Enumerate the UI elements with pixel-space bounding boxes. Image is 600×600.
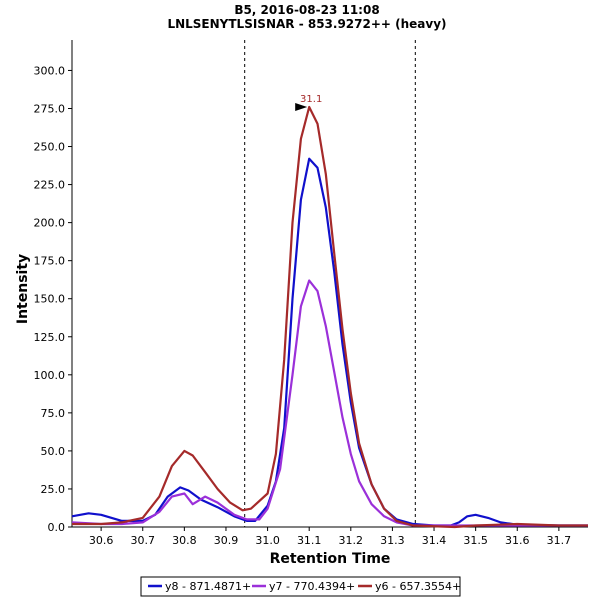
y-tick-label: 200.0 bbox=[34, 217, 66, 230]
series-line bbox=[72, 105, 588, 529]
x-tick-label: 31.1 bbox=[297, 534, 322, 547]
series-line bbox=[71, 279, 588, 527]
legend: y8 - 871.4871+ y7 - 770.4394+ y6 - 657.355… bbox=[140, 576, 461, 597]
x-tick-label: 31.4 bbox=[422, 534, 447, 547]
x-tick-label: 31.7 bbox=[547, 534, 572, 547]
peak-marker-arrow bbox=[295, 102, 308, 111]
y-tick-label: 300.0 bbox=[34, 64, 66, 77]
y-axis-title: Intensity bbox=[15, 254, 31, 324]
y-tick-label: 250.0 bbox=[34, 141, 66, 154]
y-tick-label: 275.0 bbox=[34, 102, 66, 115]
peak-annotation-label: 31.1 bbox=[300, 94, 322, 105]
y-tick-label: 100.0 bbox=[34, 369, 66, 382]
plot-area bbox=[71, 40, 588, 528]
x-tick-label: 30.9 bbox=[214, 534, 239, 547]
x-tick-label: 31.6 bbox=[505, 534, 530, 547]
y-tick-label: 75.0 bbox=[41, 407, 66, 420]
x-tick-label: 30.7 bbox=[130, 534, 155, 547]
y-tick-label: 150.0 bbox=[34, 293, 66, 306]
y-tick-label: 25.0 bbox=[41, 483, 66, 496]
y-tick-label: 225.0 bbox=[34, 179, 66, 192]
legend-label: y7 - 770.4394+ bbox=[269, 580, 355, 593]
x-tick-label: 30.6 bbox=[89, 534, 114, 547]
chart-title: B5, 2016-08-23 11:08 bbox=[234, 3, 379, 17]
x-tick-label: 31.3 bbox=[380, 534, 405, 547]
y-tick-label: 125.0 bbox=[34, 331, 66, 344]
series-line bbox=[71, 157, 588, 527]
x-tick-label: 31.2 bbox=[339, 534, 364, 547]
x-tick-label: 30.8 bbox=[172, 534, 197, 547]
y-tick-label: 50.0 bbox=[41, 445, 66, 458]
y-tick-label: 0.0 bbox=[48, 521, 66, 534]
legend-label: y8 - 871.4871+ bbox=[165, 580, 251, 593]
x-axis-title: Retention Time bbox=[270, 551, 391, 567]
x-tick-label: 31.5 bbox=[463, 534, 488, 547]
legend-box bbox=[140, 576, 461, 597]
chart-subtitle: LNLSENYTLSISNAR - 853.9272++ (heavy) bbox=[167, 17, 446, 31]
y-tick-label: 175.0 bbox=[34, 255, 66, 268]
x-tick-label: 31.0 bbox=[255, 534, 280, 547]
legend-label: y6 - 657.3554+ bbox=[375, 580, 461, 593]
